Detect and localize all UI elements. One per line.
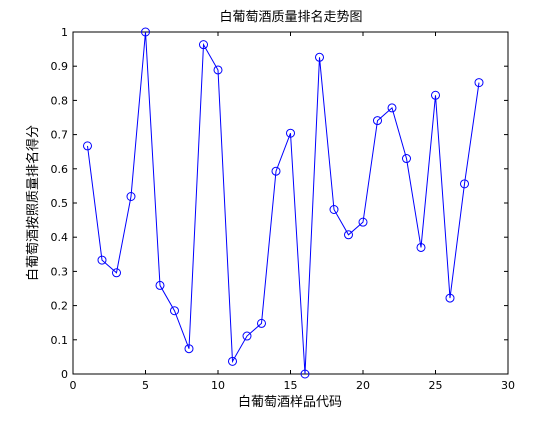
data-point-marker bbox=[170, 306, 179, 316]
y-tick-label: 0.9 bbox=[51, 60, 69, 73]
data-point-marker bbox=[286, 128, 295, 138]
data-point-marker bbox=[387, 103, 397, 113]
data-point-marker bbox=[184, 344, 194, 354]
y-axis-label: 白葡萄酒按照质量排名得分 bbox=[25, 125, 41, 281]
data-point-marker bbox=[97, 255, 107, 265]
y-tick-label: 1 bbox=[61, 26, 68, 39]
data-point-marker bbox=[445, 293, 455, 303]
data-point-marker bbox=[402, 154, 411, 164]
data-point-marker bbox=[474, 78, 484, 88]
x-tick-label: 30 bbox=[501, 379, 515, 392]
plot-area-frame bbox=[72, 31, 509, 375]
y-tick-label: 0.7 bbox=[51, 129, 69, 142]
data-point-marker bbox=[199, 40, 208, 50]
data-point-marker bbox=[257, 318, 266, 328]
x-axis-label: 白葡萄酒样品代码 bbox=[238, 394, 342, 410]
axis-tick-labels: 0 5 10 15 20 25 30 0 0.1 0.2 0.3 0.4 0.5 0.6 0.7 0.8 0.9… bbox=[51, 26, 516, 392]
y-tick-label: 0 bbox=[61, 368, 68, 381]
data-point-marker bbox=[416, 242, 426, 252]
x-tick-label: 5 bbox=[142, 379, 149, 392]
data-point-marker bbox=[228, 356, 237, 366]
data-point-marker bbox=[271, 166, 281, 176]
data-point-marker bbox=[329, 204, 339, 214]
y-tick-label: 0.2 bbox=[51, 300, 69, 313]
x-tick-label: 0 bbox=[70, 379, 77, 392]
y-tick-label: 0.5 bbox=[51, 197, 69, 210]
data-point-marker bbox=[155, 280, 165, 290]
x-tick-label: 15 bbox=[284, 379, 298, 392]
data-point-marker bbox=[83, 141, 92, 151]
chart-title: 白葡萄酒质量排名走势图 bbox=[219, 9, 362, 25]
data-point-marker bbox=[315, 52, 324, 62]
y-tick-label: 0.8 bbox=[51, 94, 69, 107]
x-tick-label: 25 bbox=[429, 379, 443, 392]
data-point-marker bbox=[431, 90, 440, 100]
data-point-marker bbox=[126, 192, 136, 202]
data-point-marker bbox=[300, 369, 310, 379]
x-tick-label: 10 bbox=[211, 379, 225, 392]
data-point-marker bbox=[141, 27, 150, 37]
x-tick-label: 20 bbox=[356, 379, 370, 392]
series-line bbox=[87, 31, 480, 375]
data-point-marker bbox=[373, 116, 382, 126]
data-point-marker bbox=[112, 268, 121, 278]
y-tick-label: 0.6 bbox=[51, 163, 69, 176]
data-point-marker bbox=[242, 331, 252, 341]
data-point-marker bbox=[344, 230, 353, 240]
data-point-marker bbox=[460, 179, 469, 189]
data-point-marker bbox=[213, 65, 223, 75]
data-point-marker bbox=[358, 217, 368, 227]
y-tick-label: 0.3 bbox=[51, 265, 69, 278]
series-markers bbox=[83, 27, 484, 379]
y-tick-label: 0.1 bbox=[51, 334, 69, 347]
axis-ticks bbox=[72, 31, 509, 375]
y-tick-label: 0.4 bbox=[51, 231, 69, 244]
